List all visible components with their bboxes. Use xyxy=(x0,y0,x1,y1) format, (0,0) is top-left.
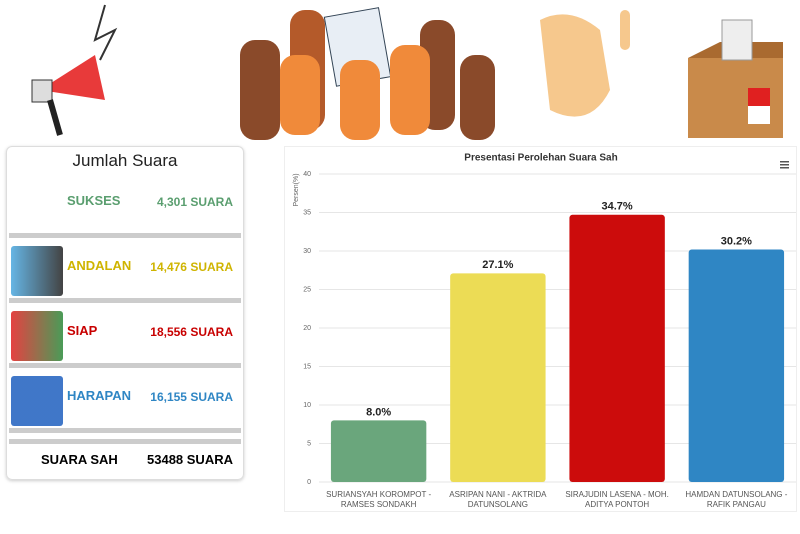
y-tick-label: 25 xyxy=(303,286,311,293)
y-tick-label: 40 xyxy=(303,171,311,178)
value-label: 34.7% xyxy=(602,201,633,213)
separator xyxy=(9,298,241,303)
y-tick-label: 10 xyxy=(303,402,311,409)
separator xyxy=(9,439,241,444)
candidate-row: HARAPAN 16,155 SUARA xyxy=(7,368,243,428)
header-illustrations xyxy=(31,4,783,140)
chart-container: Presentasi Perolehan Suara Sah Persen(%)… xyxy=(284,146,797,512)
separator xyxy=(9,363,241,368)
candidate-photo xyxy=(11,376,63,426)
y-tick-label: 35 xyxy=(303,209,311,216)
y-tick-label: 20 xyxy=(303,325,311,332)
candidate-photo xyxy=(11,181,63,231)
total-value: 53488 SUARA xyxy=(147,452,233,467)
y-tick-label: 5 xyxy=(307,440,311,447)
candidate-votes: 14,476 SUARA xyxy=(150,260,233,274)
total-label: SUARA SAH xyxy=(41,452,118,467)
candidate-name: SIAP xyxy=(67,323,98,338)
y-tick-label: 0 xyxy=(307,479,311,486)
candidate-photo xyxy=(11,311,63,361)
value-label: 30.2% xyxy=(721,235,752,247)
bar xyxy=(569,214,665,482)
candidate-row: SUKSES 4,301 SUARA xyxy=(7,173,243,233)
candidate-row: SIAP 18,556 SUARA xyxy=(7,303,243,363)
x-tick-label: SIRAJUDIN LASENA - MOH. ADITYA PONTOH xyxy=(565,490,669,509)
candidate-name: SUKSES xyxy=(67,193,121,208)
candidate-votes: 4,301 SUARA xyxy=(156,195,233,209)
y-tick-label: 15 xyxy=(303,363,311,370)
separator xyxy=(9,233,241,238)
y-axis-label: Persen(%) xyxy=(293,173,300,206)
x-tick-label: SURIANSYAH KOROMPOT - RAMSES SONDAKH xyxy=(326,490,432,509)
candidate-name: HARAPAN xyxy=(67,388,132,403)
bar xyxy=(330,420,427,482)
value-label: 8.0% xyxy=(366,406,391,418)
candidate-votes: 16,155 SUARA xyxy=(150,390,233,404)
bar xyxy=(688,249,785,482)
separator xyxy=(9,428,241,433)
x-tick-label: ASRIPAN NANI - AKTRIDA DATUNSOLANG xyxy=(449,490,547,509)
candidate-row: ANDALAN 14,476 SUARA xyxy=(7,238,243,298)
menu-icon[interactable] xyxy=(780,161,789,169)
value-label: 27.1% xyxy=(482,259,513,271)
y-tick-label: 30 xyxy=(303,248,311,255)
candidate-photo xyxy=(11,246,63,296)
vote-panel: Jumlah Suara SUKSES 4,301 SUARA ANDALAN 14,… xyxy=(6,146,244,480)
bar xyxy=(450,273,546,482)
panel-title: Jumlah Suara xyxy=(72,151,178,170)
candidate-votes: 18,556 SUARA xyxy=(150,325,233,339)
candidate-name: ANDALAN xyxy=(67,258,132,273)
x-tick-label: HAMDAN DATUNSOLANG - RAFIK PANGAU xyxy=(685,490,788,509)
chart: Presentasi Perolehan Suara Sah Persen(%)… xyxy=(293,153,796,486)
chart-title: Presentasi Perolehan Suara Sah xyxy=(464,153,617,164)
